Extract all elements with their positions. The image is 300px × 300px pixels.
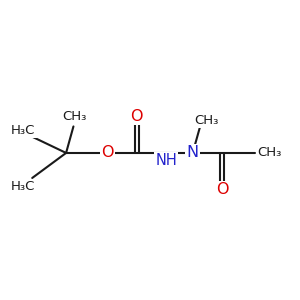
Text: O: O	[130, 109, 143, 124]
Text: H₃C: H₃C	[11, 124, 36, 137]
Text: CH₃: CH₃	[257, 146, 282, 159]
Text: O: O	[101, 146, 114, 160]
Text: H₃C: H₃C	[11, 180, 36, 193]
Text: NH: NH	[155, 153, 177, 168]
Text: N: N	[187, 146, 199, 160]
Text: CH₃: CH₃	[195, 114, 219, 127]
Text: O: O	[216, 182, 228, 197]
Text: CH₃: CH₃	[63, 110, 87, 123]
